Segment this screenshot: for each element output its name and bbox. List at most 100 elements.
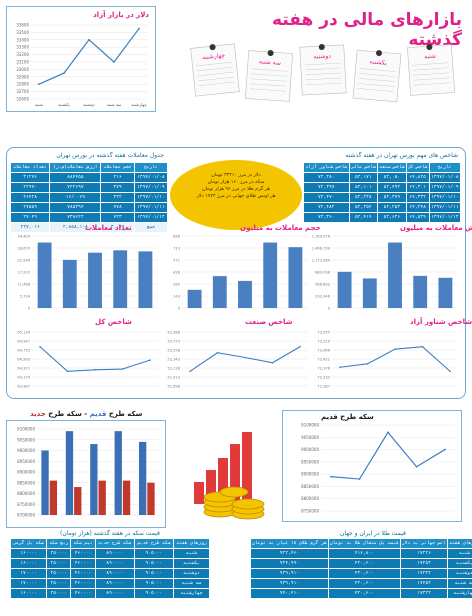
note-line bbox=[305, 82, 342, 86]
table-cell: ۳۱۲۷۶ bbox=[9, 172, 51, 183]
bar-old-coin bbox=[90, 444, 98, 515]
table-header: روزهای هفته bbox=[172, 538, 211, 549]
table-cell: ۷۲,۴۸۲ bbox=[303, 202, 350, 213]
y-tick-label: 52,558 bbox=[167, 349, 180, 353]
coin-old-chart: 9100000 9050000 9000000 8950000 8900000 88500… bbox=[301, 423, 455, 514]
table-cell: ۱۳۹۷/۰۱/۱۲ bbox=[428, 212, 462, 223]
table-row: ۹۲۹,۹۱۰ ۴۲۰,۶۰۰ ۱۷۲۲۲ دوشنبه bbox=[250, 568, 472, 579]
note-line bbox=[198, 76, 234, 82]
table-header: تعداد معاملات bbox=[9, 162, 51, 173]
y-tick-label: 52,773 bbox=[167, 340, 180, 344]
table-cell: ۴۲۰,۶۰۰ bbox=[327, 568, 401, 579]
table-header: سکه طرح جدید bbox=[94, 538, 135, 549]
y-tick-label: 9000000 bbox=[17, 448, 35, 453]
table-cell: ۴۶۰۰۰۰ bbox=[70, 548, 96, 559]
data-point bbox=[94, 369, 96, 371]
y-tick-label: 8950000 bbox=[17, 459, 35, 464]
gold-table-wrap: هر گرم طلای ۱۸ عیار به تومان قیمت یک مثقا… bbox=[250, 538, 472, 599]
table-cell: ۱۳۹۷/۰۱/۱۱ bbox=[428, 202, 462, 213]
y-tick-label: 1,466,730 bbox=[312, 247, 331, 251]
chart-title: حجم معاملات به میلیون bbox=[240, 224, 321, 232]
data-point bbox=[394, 348, 396, 350]
table-cell: ۹۰۵۰۰۰ bbox=[133, 588, 174, 599]
table-cell: ۱۳۹۷/۰۱/۰۹ bbox=[133, 182, 169, 193]
note-line bbox=[196, 66, 233, 72]
y-tick-label: 52,128 bbox=[167, 367, 180, 371]
note-line bbox=[358, 83, 395, 87]
table-cell: ۶۴,۸۲۵ bbox=[405, 172, 430, 183]
table-cell: ۱۶۰۰۰۰ bbox=[9, 548, 48, 559]
chart-title: ارزش معاملات به میلیون bbox=[400, 224, 472, 232]
table-cell: ۵۲,۳۷۹ bbox=[377, 192, 407, 203]
table-header: هر گرم طلای ۱۸ عیار به تومان bbox=[250, 538, 329, 549]
note-line bbox=[305, 77, 342, 81]
y-tick-label: 9100000 bbox=[301, 423, 319, 428]
y-tick-label: 8800000 bbox=[301, 496, 319, 501]
table-cell: ۷۸۵۳۹۴ bbox=[49, 202, 102, 213]
table-cell: ۷۲۳ bbox=[100, 212, 135, 223]
table-cell: ۸۸۴۴۵۵ bbox=[49, 172, 102, 183]
note-line bbox=[305, 72, 342, 76]
y-tick-label: 52,988 bbox=[167, 331, 180, 335]
note-line bbox=[414, 82, 450, 86]
table-cell: شنبه bbox=[172, 548, 211, 559]
bar-old-coin bbox=[41, 450, 49, 515]
y-tick-label: 72,466 bbox=[317, 349, 330, 353]
table-row: ۱۶۰۰۰۰ ۲۵۰۰۰۰ ۴۶۰۰۰۰ ۸۹۰۰۰۰ ۹۰۵۰۰۰ یکشنبه bbox=[9, 558, 211, 569]
bar bbox=[263, 242, 278, 308]
table-cell: ۹۰۵۰۰۰ bbox=[133, 568, 174, 579]
bar bbox=[187, 289, 202, 308]
table-cell: ۲۷۰۴۹ bbox=[9, 212, 51, 223]
table-header: روزهای هفته bbox=[447, 538, 472, 549]
stock-panel bbox=[6, 147, 466, 399]
gold-table-title: قیمت طلا در ایران و جهان bbox=[340, 530, 406, 537]
coin-old-line bbox=[330, 431, 446, 480]
table-row: ۱۷۰۰۰۰ ۲۵۰۰۰۰ ۴۶۰۰۰۰ ۸۹۰۰۰۰ ۹۰۵۰۰۰ دوشنبه bbox=[9, 568, 211, 579]
table-cell: ۴۶۰۰۰۰ bbox=[70, 568, 96, 579]
coin-old-title: سکه طرح قدیم bbox=[321, 413, 374, 421]
table-cell: ۱۷۴۵۲ bbox=[399, 578, 449, 589]
note-line bbox=[358, 78, 395, 82]
y-tick-label: 34,404 bbox=[17, 235, 30, 239]
note-line bbox=[198, 81, 235, 87]
table-cell: ۸۹۰۰۰۰ bbox=[94, 568, 135, 579]
data-point bbox=[216, 351, 219, 354]
table-row: ۱۶۰۰۰۰ ۲۵۰۰۰۰ ۴۶۰۰۰۰ ۸۹۰۰۰۰ ۹۰۵۰۰۰ شنبه bbox=[9, 548, 211, 559]
y-tick-label: 8850000 bbox=[301, 484, 319, 489]
table-row: ۱۷۰۰۰۰ ۲۵۰۰۰۰ ۴۶۰۰۰۰ ۸۹۰۰۰۰ ۹۰۵۰۰۰ سه شنبه bbox=[9, 578, 211, 589]
x-tick-label: شنبه bbox=[35, 102, 44, 107]
table-cell: چهارشنبه bbox=[447, 588, 472, 599]
y-tick-label: 8750000 bbox=[17, 502, 35, 507]
table-total-row: ۲۲۷,۰۱۶ ۲,۸۵۸,۱۰۸ ۳,۰۷۷ جمع bbox=[9, 222, 169, 233]
note-line bbox=[412, 67, 449, 71]
day-note: یکشنبه bbox=[352, 49, 402, 103]
coin-compare-title-prefix: سکه طرح bbox=[108, 410, 143, 418]
volume-bar-chart: 856 713 571 428 285 143 0 bbox=[173, 235, 308, 311]
data-point bbox=[415, 465, 418, 468]
bar bbox=[88, 252, 102, 308]
table-cell: ۵۲,۱۷۱ bbox=[348, 172, 379, 183]
trade-table-wrap: تعداد معاملات ارزش معاملات(م.ر) حجم معاملا… bbox=[9, 162, 169, 233]
data-point bbox=[421, 345, 424, 348]
table-header: شاخص شناور آزاد bbox=[303, 162, 350, 173]
y-tick-label: 64,179 bbox=[17, 376, 30, 380]
data-point bbox=[63, 72, 65, 74]
value-bar-chart: 1,760,076 1,466,730 1,173,384 880,038 586,69… bbox=[312, 235, 458, 311]
table-cell: ۱۳۹۷/۰۱/۱۱ bbox=[133, 202, 169, 213]
table-cell: ۱۶۰۰۰۰ bbox=[9, 588, 48, 599]
table-cell: ۵۲,۱۰۱ bbox=[348, 182, 379, 193]
stock-table: شاخص شناور آزاد شاخص مالی شاخص صنعت شاخص کل… bbox=[303, 162, 462, 223]
table-cell: ۱۶۰۰۰۰ bbox=[9, 558, 48, 569]
table-header: سکه یک گرمی bbox=[9, 538, 48, 549]
data-point bbox=[39, 345, 41, 348]
y-tick-label: 428 bbox=[173, 271, 181, 275]
note-line bbox=[250, 88, 286, 92]
y-tick-label: 8700000 bbox=[17, 513, 35, 518]
day-note: دوشنبه bbox=[299, 44, 347, 96]
table-cell: دوشنبه bbox=[172, 568, 211, 579]
table-row: ۷۲,۳۸۰ ۵۲,۱۷۱ ۵۲,۰۵۰ ۶۴,۸۲۵ ۱۳۹۷/۰۱/۰۸ bbox=[303, 172, 462, 183]
table-cell: ۲۱۶ bbox=[100, 172, 135, 183]
note-line bbox=[359, 68, 396, 72]
